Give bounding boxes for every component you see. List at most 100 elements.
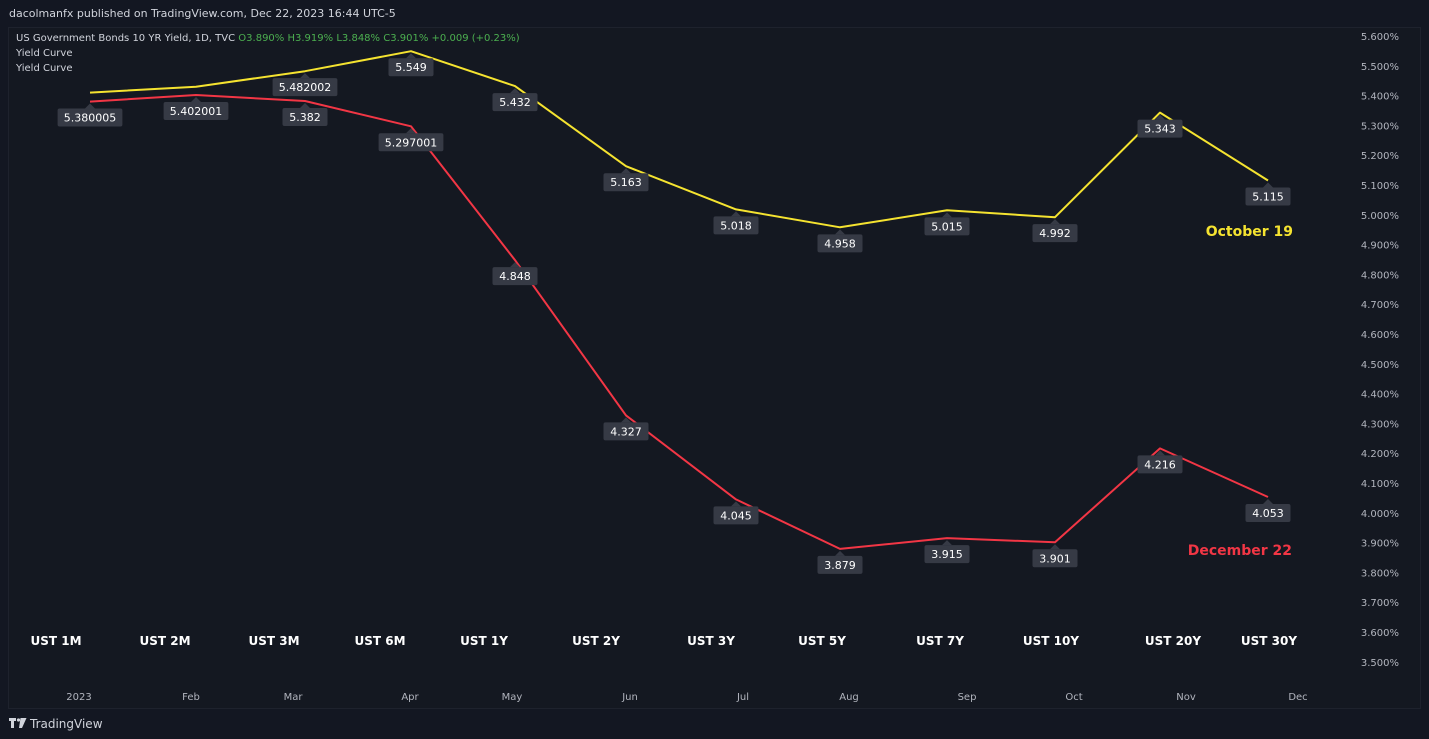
category-label: UST 6M	[354, 634, 405, 648]
time-tick-label: Feb	[182, 692, 200, 703]
legend-symbol-row[interactable]: US Government Bonds 10 YR Yield, 1D, TVC…	[16, 31, 520, 46]
time-tick-label: Jul	[736, 692, 749, 703]
category-label: UST 2Y	[572, 634, 620, 648]
category-label: UST 1M	[30, 634, 81, 648]
time-tick-label: 2023	[66, 692, 91, 703]
chart-frame[interactable]	[8, 27, 1421, 709]
series-line-december-22[interactable]	[89, 94, 1269, 550]
point-label: 4.992	[1032, 219, 1078, 243]
point-label-text: 3.901	[1039, 552, 1071, 565]
point-label: 4.045	[713, 501, 759, 525]
time-axis: 2023 Feb Mar Apr May Jun Jul Aug Sep Oct Nov Dec	[66, 692, 1307, 703]
y-tick-label: 4.700%	[1361, 300, 1399, 311]
y-tick-label: 5.200%	[1361, 151, 1399, 162]
y-tick-label: 4.900%	[1361, 241, 1399, 252]
legend-low: L3.848%	[336, 33, 381, 44]
legend-close: C3.901%	[383, 33, 429, 44]
tradingview-brand[interactable]: TradingView	[30, 717, 103, 731]
point-label-text: 3.879	[824, 559, 856, 572]
y-tick-label: 3.700%	[1361, 598, 1399, 609]
legend-indicator-1[interactable]: Yield Curve	[16, 48, 73, 59]
time-tick-label: Oct	[1065, 692, 1082, 703]
time-tick-label: Jun	[621, 692, 638, 703]
y-tick-label: 5.100%	[1361, 181, 1399, 192]
point-label: 4.327	[603, 417, 649, 441]
y-tick-label: 4.800%	[1361, 270, 1399, 281]
y-tick-label: 4.600%	[1361, 330, 1399, 341]
point-label: 5.297001	[378, 128, 444, 152]
point-label: 5.163	[603, 168, 649, 192]
point-label: 5.402001	[163, 97, 229, 121]
point-label: 3.901	[1032, 544, 1078, 568]
y-tick-label: 4.000%	[1361, 509, 1399, 520]
point-label-text: 4.958	[824, 237, 856, 250]
point-label: 4.216	[1137, 450, 1183, 474]
category-label: UST 7Y	[916, 634, 964, 648]
point-label-text: 4.992	[1039, 227, 1071, 240]
y-tick-label: 3.500%	[1361, 658, 1399, 669]
point-label: 4.053	[1245, 499, 1291, 523]
legend-symbol: US Government Bonds 10 YR Yield, 1D, TVC	[16, 33, 236, 44]
publisher-caption: dacolmanfx published on TradingView.com,…	[9, 7, 396, 20]
point-label: 5.549	[388, 53, 434, 77]
chart-legend: US Government Bonds 10 YR Yield, 1D, TVC…	[16, 31, 520, 76]
maturity-labels: UST 1M UST 2M UST 3M UST 6M UST 1Y UST 2Y UST …	[30, 634, 1297, 648]
point-label-text: 5.382	[289, 111, 321, 124]
point-label: 4.958	[817, 229, 863, 253]
y-tick-label: 4.400%	[1361, 390, 1399, 401]
y-tick-label: 3.900%	[1361, 539, 1399, 550]
point-label-text: 5.015	[931, 220, 963, 233]
time-tick-label: Dec	[1288, 692, 1307, 703]
time-tick-label: Mar	[284, 692, 304, 703]
category-label: UST 20Y	[1145, 634, 1201, 648]
point-label-text: 4.216	[1144, 458, 1176, 471]
category-label: UST 3M	[248, 634, 299, 648]
category-label: UST 10Y	[1023, 634, 1079, 648]
y-tick-label: 3.800%	[1361, 568, 1399, 579]
legend-high: H3.919%	[287, 33, 334, 44]
legend-change: +0.009 (+0.23%)	[431, 33, 520, 44]
time-tick-label: Nov	[1176, 692, 1196, 703]
point-label: 5.343	[1137, 114, 1183, 138]
point-label-text: 4.848	[499, 270, 531, 283]
category-label: UST 5Y	[798, 634, 846, 648]
time-tick-label: May	[502, 692, 523, 703]
footer: TradingView	[0, 709, 1429, 739]
y-tick-label: 4.500%	[1361, 360, 1399, 371]
series-line-october-19[interactable]	[89, 50, 1269, 229]
point-label-text: 5.549	[395, 61, 427, 74]
point-label-text: 5.343	[1144, 123, 1176, 136]
y-tick-label: 4.300%	[1361, 419, 1399, 430]
time-tick-label: Apr	[401, 692, 419, 703]
point-label: 5.482002	[272, 73, 338, 97]
y-tick-label: 3.600%	[1361, 628, 1399, 639]
point-label-text: 5.402001	[170, 105, 223, 118]
point-label: 5.382	[282, 102, 328, 126]
series-names: October 19 December 22	[1188, 224, 1293, 559]
category-label: UST 2M	[139, 634, 190, 648]
top-bar: dacolmanfx published on TradingView.com,…	[0, 0, 1429, 28]
point-label: 3.915	[924, 540, 970, 564]
series-lines	[89, 50, 1269, 550]
point-label: 5.115	[1245, 182, 1291, 206]
point-label: 4.848	[492, 262, 538, 286]
point-label-text: 3.915	[931, 548, 963, 561]
point-label: 5.018	[713, 211, 759, 235]
y-tick-label: 5.000%	[1361, 211, 1399, 222]
category-label: UST 3Y	[687, 634, 735, 648]
series-name-december-22: December 22	[1188, 543, 1292, 559]
y-tick-label: 5.300%	[1361, 121, 1399, 132]
point-label-text: 4.045	[720, 509, 752, 522]
tradingview-logo-icon[interactable]	[9, 718, 27, 730]
point-label: 5.432	[492, 88, 538, 112]
point-label-text: 5.115	[1252, 191, 1284, 204]
legend-open: O3.890%	[238, 33, 285, 44]
y-tick-label: 5.400%	[1361, 92, 1399, 103]
point-label-text: 5.432	[499, 96, 531, 109]
time-tick-label: Aug	[839, 692, 859, 703]
point-label-text: 5.380005	[64, 112, 117, 125]
y-tick-label: 4.100%	[1361, 479, 1399, 490]
point-label: 5.380005	[57, 103, 123, 127]
legend-indicator-2[interactable]: Yield Curve	[16, 63, 73, 74]
